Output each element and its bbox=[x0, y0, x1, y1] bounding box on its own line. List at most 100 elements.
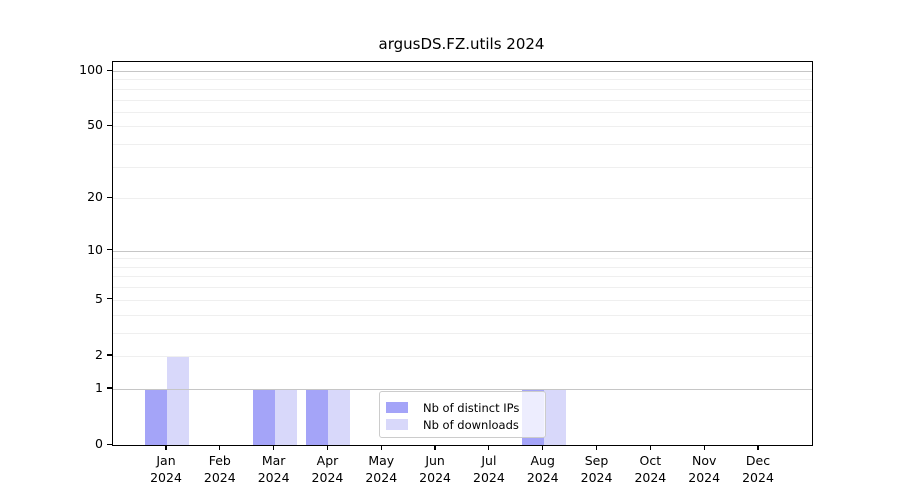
x-tick-year: 2024 bbox=[257, 470, 290, 485]
bar-downloads bbox=[543, 388, 566, 445]
y-tick bbox=[107, 298, 112, 300]
y-tick-label: 1 bbox=[95, 379, 103, 395]
y-tick-label: 100 bbox=[79, 62, 103, 77]
minor-gridline bbox=[113, 111, 812, 113]
bar-downloads bbox=[167, 355, 189, 445]
distinct-ips-swatch-icon bbox=[386, 402, 408, 413]
y-tick bbox=[107, 443, 112, 445]
x-tick-year: 2024 bbox=[203, 470, 236, 485]
y-tick-label: 0 bbox=[95, 436, 103, 451]
x-tick-label: Jul 2024 bbox=[459, 452, 519, 486]
bar-distinct-ips bbox=[145, 388, 167, 445]
legend: Nb of distinct IPs Nb of downloads bbox=[379, 391, 546, 438]
x-tick-label: Aug 2024 bbox=[513, 452, 573, 486]
minor-gridline bbox=[113, 99, 812, 101]
y-tick bbox=[107, 196, 112, 198]
x-tick-year: 2024 bbox=[742, 470, 774, 485]
x-tick bbox=[165, 445, 167, 450]
x-tick-month: Aug bbox=[530, 453, 555, 468]
minor-gridline bbox=[113, 299, 812, 301]
y-tick-label: 50 bbox=[87, 117, 103, 133]
x-tick-label: Feb 2024 bbox=[190, 452, 250, 486]
x-tick bbox=[380, 445, 382, 450]
legend-label-downloads: Nb of downloads bbox=[423, 417, 519, 432]
minor-gridline bbox=[113, 88, 812, 90]
x-tick-label: Apr 2024 bbox=[297, 452, 357, 486]
legend-row-distinct-ips: Nb of distinct IPs bbox=[386, 399, 537, 416]
x-tick bbox=[703, 445, 705, 450]
y-tick bbox=[107, 249, 112, 251]
plot-area: Nb of distinct IPs Nb of downloads bbox=[112, 61, 813, 446]
x-tick-year: 2024 bbox=[526, 470, 559, 485]
bar-downloads bbox=[274, 388, 297, 445]
x-tick-label: Jan 2024 bbox=[136, 452, 196, 486]
y-tick-label: 5 bbox=[95, 290, 103, 306]
y-tick bbox=[107, 69, 112, 71]
bar-distinct-ips bbox=[252, 388, 275, 445]
x-tick-year: 2024 bbox=[419, 470, 451, 485]
x-tick-month: Jan bbox=[156, 453, 176, 468]
bar-downloads bbox=[328, 388, 351, 445]
x-tick-month: Sep bbox=[584, 453, 609, 468]
x-tick bbox=[595, 445, 598, 450]
x-tick-year: 2024 bbox=[580, 470, 613, 485]
y-tick bbox=[107, 124, 112, 127]
y-tick bbox=[107, 387, 112, 389]
x-tick-label: May 2024 bbox=[351, 452, 411, 486]
x-tick-month: Jul bbox=[481, 453, 497, 468]
minor-gridline bbox=[113, 258, 812, 260]
minor-gridline bbox=[113, 355, 812, 357]
minor-gridline bbox=[113, 79, 812, 81]
y-tick bbox=[107, 354, 112, 356]
x-tick-year: 2024 bbox=[634, 470, 667, 485]
minor-gridline bbox=[113, 287, 812, 289]
minor-gridline bbox=[113, 126, 812, 128]
minor-gridline bbox=[113, 266, 812, 268]
x-tick bbox=[434, 445, 436, 450]
x-tick-month: Nov bbox=[691, 453, 717, 468]
x-tick-label: Mar 2024 bbox=[244, 452, 304, 486]
x-tick bbox=[273, 445, 275, 450]
minor-gridline bbox=[113, 198, 812, 200]
y-tick-label: 2 bbox=[95, 346, 103, 362]
x-tick bbox=[649, 445, 651, 450]
x-tick bbox=[542, 445, 544, 450]
x-tick-label: Sep 2024 bbox=[567, 452, 627, 486]
x-tick bbox=[326, 445, 329, 450]
x-tick-month: Apr bbox=[316, 453, 339, 468]
x-tick-month: Oct bbox=[639, 453, 662, 468]
minor-gridline bbox=[113, 314, 812, 316]
x-tick-year: 2024 bbox=[473, 470, 505, 485]
x-tick-month: Jun bbox=[425, 453, 445, 468]
x-tick-year: 2024 bbox=[311, 470, 344, 485]
downloads-swatch-icon bbox=[386, 419, 408, 430]
x-tick-year: 2024 bbox=[688, 470, 721, 485]
minor-gridline bbox=[113, 276, 812, 278]
decade-gridline bbox=[113, 71, 812, 72]
minor-gridline bbox=[113, 166, 812, 168]
legend-label-distinct-ips: Nb of distinct IPs bbox=[423, 400, 520, 415]
x-tick bbox=[757, 445, 759, 450]
x-tick bbox=[488, 445, 490, 450]
x-tick-year: 2024 bbox=[150, 470, 182, 485]
chart-title: argusDS.FZ.utils 2024 bbox=[378, 35, 545, 53]
x-tick-year: 2024 bbox=[365, 470, 398, 485]
x-tick-label: Jun 2024 bbox=[405, 452, 465, 486]
decade-gridline bbox=[113, 388, 812, 390]
y-tick-label: 10 bbox=[87, 241, 103, 257]
bar-distinct-ips bbox=[306, 388, 329, 445]
y-tick-label: 20 bbox=[87, 189, 103, 205]
x-tick-month: Mar bbox=[261, 453, 286, 468]
x-tick-month: Dec bbox=[745, 453, 771, 468]
x-tick-label: Dec 2024 bbox=[728, 452, 788, 486]
x-tick-month: Feb bbox=[208, 453, 231, 468]
minor-gridline bbox=[113, 332, 812, 334]
minor-gridline bbox=[113, 144, 812, 146]
decade-gridline bbox=[113, 250, 812, 252]
x-tick-label: Nov 2024 bbox=[674, 452, 734, 486]
x-tick-month: May bbox=[368, 453, 395, 468]
x-tick bbox=[219, 445, 221, 450]
x-tick-label: Oct 2024 bbox=[620, 452, 680, 486]
legend-row-downloads: Nb of downloads bbox=[386, 416, 537, 433]
